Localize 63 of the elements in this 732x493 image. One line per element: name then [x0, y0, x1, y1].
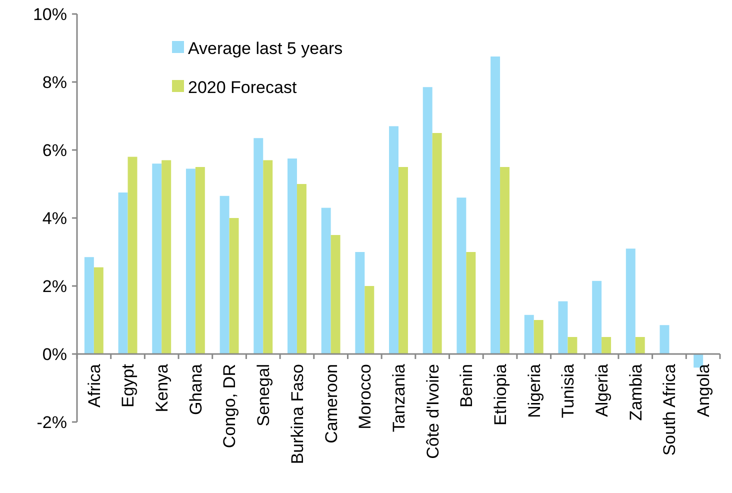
bar: [296, 184, 306, 354]
bar: [524, 314, 534, 354]
bar: [466, 252, 476, 354]
bar: [195, 167, 205, 354]
x-tick-label: Côte d'Ivoire: [423, 364, 442, 459]
x-tick-label: Egypt: [118, 364, 138, 408]
bar: [118, 192, 128, 354]
bar: [162, 160, 172, 354]
x-tick-label: Kenya: [152, 363, 172, 412]
bar: [263, 160, 273, 354]
bar: [568, 337, 578, 354]
x-tick-label: Cameroon: [322, 364, 341, 444]
bar: [321, 208, 331, 354]
bar: [432, 133, 442, 354]
bar: [94, 267, 104, 354]
legend-label: Average last 5 years: [188, 38, 343, 58]
x-tick-label: Congo, DR: [220, 364, 240, 448]
x-tick-label: Benin: [457, 364, 476, 408]
bar: [152, 164, 162, 354]
y-tick-label: 10%: [32, 4, 67, 24]
bar: [355, 252, 365, 354]
bar: [534, 320, 544, 354]
x-tick-label: Tanzania: [389, 363, 408, 432]
y-tick-label: 4%: [42, 208, 67, 228]
bar: [389, 126, 398, 354]
bar: [330, 235, 340, 354]
bar: [626, 248, 636, 354]
y-tick-label: -2%: [36, 412, 67, 432]
x-tick-label: Ethiopia: [490, 363, 510, 426]
x-tick-label: Morocco: [356, 364, 375, 430]
x-tick-label: Senegal: [254, 364, 274, 426]
bar: [220, 196, 230, 354]
bar: [422, 87, 432, 354]
bar: [364, 286, 374, 354]
bar: [558, 301, 568, 354]
x-tick-label: Angola: [694, 363, 714, 417]
bar: [84, 257, 94, 354]
bar: [602, 337, 612, 354]
bar: [456, 198, 466, 354]
x-tick-label: Nigeria: [524, 363, 544, 418]
bar: [660, 325, 670, 354]
bar: [186, 168, 196, 354]
y-tick-label: 6%: [42, 140, 67, 160]
y-tick-label: 0%: [42, 344, 67, 364]
bar: [254, 138, 264, 354]
bar: [592, 280, 602, 354]
bar: [128, 156, 138, 354]
x-tick-label: Tunisia: [558, 363, 578, 418]
x-tick-label: Africa: [84, 363, 104, 408]
bar: [490, 56, 500, 354]
bar: [398, 167, 408, 354]
bar: [500, 167, 510, 354]
bar: [288, 158, 297, 354]
x-tick-label: Burkina Faso: [288, 364, 307, 464]
x-tick-label: Algeria: [592, 363, 612, 417]
legend-label: 2020 Forecast: [188, 78, 297, 97]
y-tick-label: 2%: [42, 276, 67, 296]
y-tick-label: 8%: [42, 72, 67, 92]
bar: [229, 218, 239, 354]
x-tick-label: Zambia: [626, 363, 646, 421]
bar: [635, 337, 645, 354]
x-tick-label: Ghana: [186, 363, 206, 416]
x-tick-label: South Africa: [660, 363, 680, 456]
